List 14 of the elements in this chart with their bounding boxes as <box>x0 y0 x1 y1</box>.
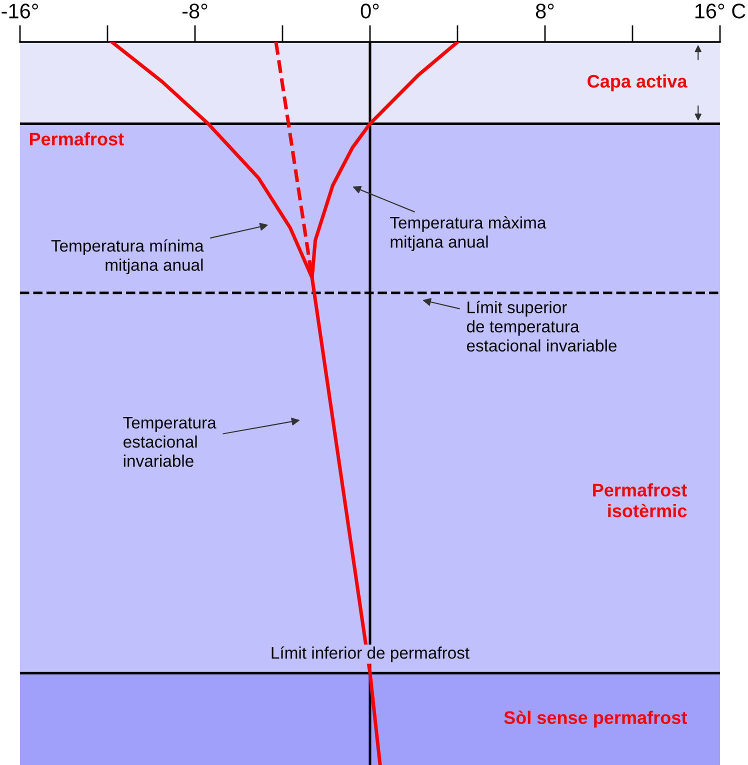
x-tick-label: 8° <box>536 4 554 18</box>
band-label: Permafrost isotèrmic <box>593 483 687 518</box>
x-tick-label: -16° <box>2 4 38 18</box>
annotation: Límit superior de temperatura estacional invariable <box>466 300 617 352</box>
annotation: Temperatura mínima mitjana anual <box>51 239 204 274</box>
x-tick-label: 16° C <box>695 4 746 18</box>
annotation: Temperatura estacional invariable <box>123 416 216 467</box>
x-tick-label: 0° <box>360 4 379 18</box>
band-label: Capa activa <box>588 74 688 92</box>
x-tick-label: -8° <box>182 4 208 18</box>
annotation: Temperatura màxima mitjana anual <box>390 216 546 252</box>
annotation: Límit inferior de permafrost <box>272 646 470 662</box>
band-label: Permafrost <box>30 132 124 146</box>
band-label: Sòl sense permafrost <box>504 710 687 728</box>
